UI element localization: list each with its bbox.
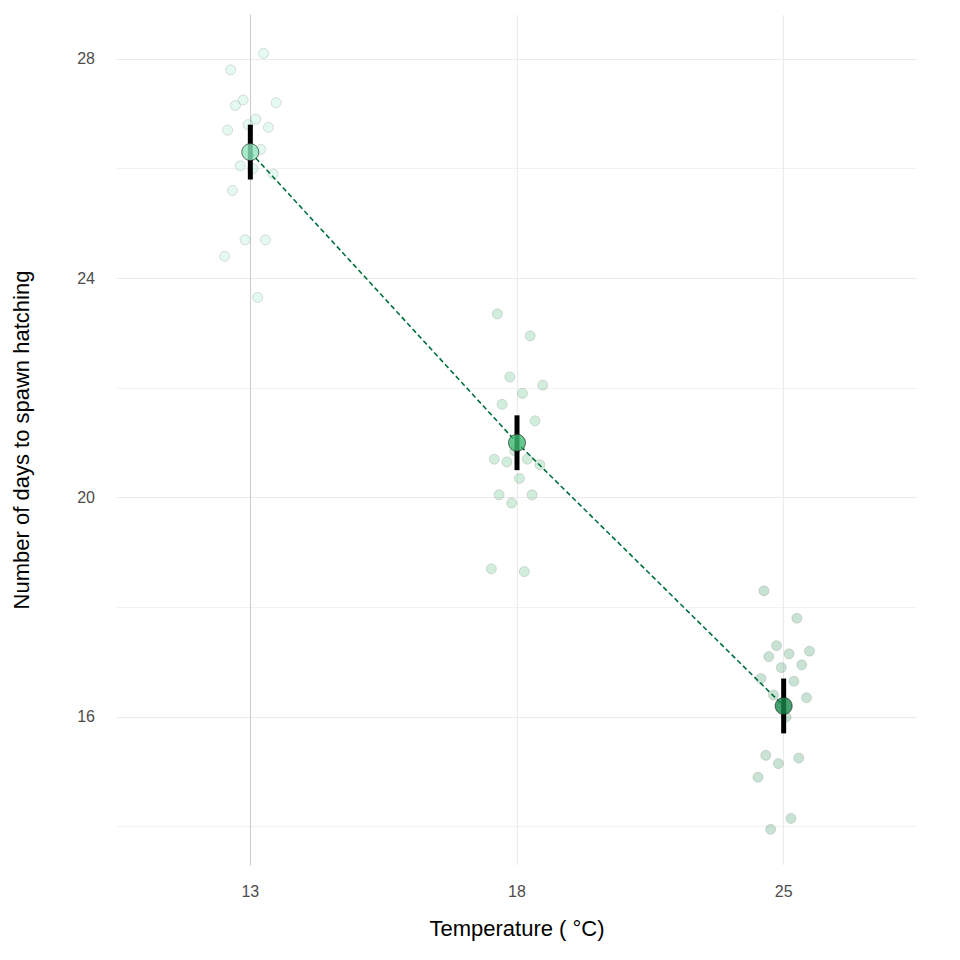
svg-text:24: 24	[77, 270, 95, 287]
svg-text:Temperature ( °C): Temperature ( °C)	[429, 916, 604, 941]
svg-text:Number of days to spawn hatchi: Number of days to spawn hatching	[9, 271, 34, 610]
svg-text:13: 13	[241, 883, 259, 900]
svg-text:20: 20	[77, 489, 95, 506]
svg-text:28: 28	[77, 50, 95, 67]
svg-text:25: 25	[775, 883, 793, 900]
svg-text:16: 16	[77, 708, 95, 725]
svg-text:18: 18	[508, 883, 526, 900]
